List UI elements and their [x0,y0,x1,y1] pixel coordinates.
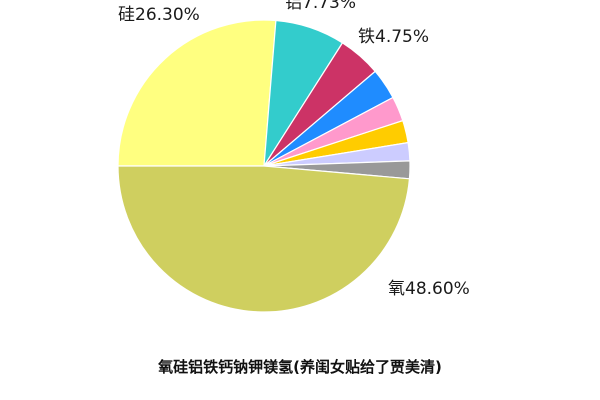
slice-data-label: 铝7.73% [285,0,356,13]
slice-data-label: 氧48.60% [388,279,470,299]
pie-slice-氧 [117,165,411,313]
chart-title: 氧硅铝铁钙钠钾镁氢(养闺女贴给了贾美清) [158,358,442,376]
slice-data-label: 硅26.30% [118,5,200,25]
slice-data-label: 铁4.75% [358,27,429,47]
pie-slice-硅 [117,19,277,167]
